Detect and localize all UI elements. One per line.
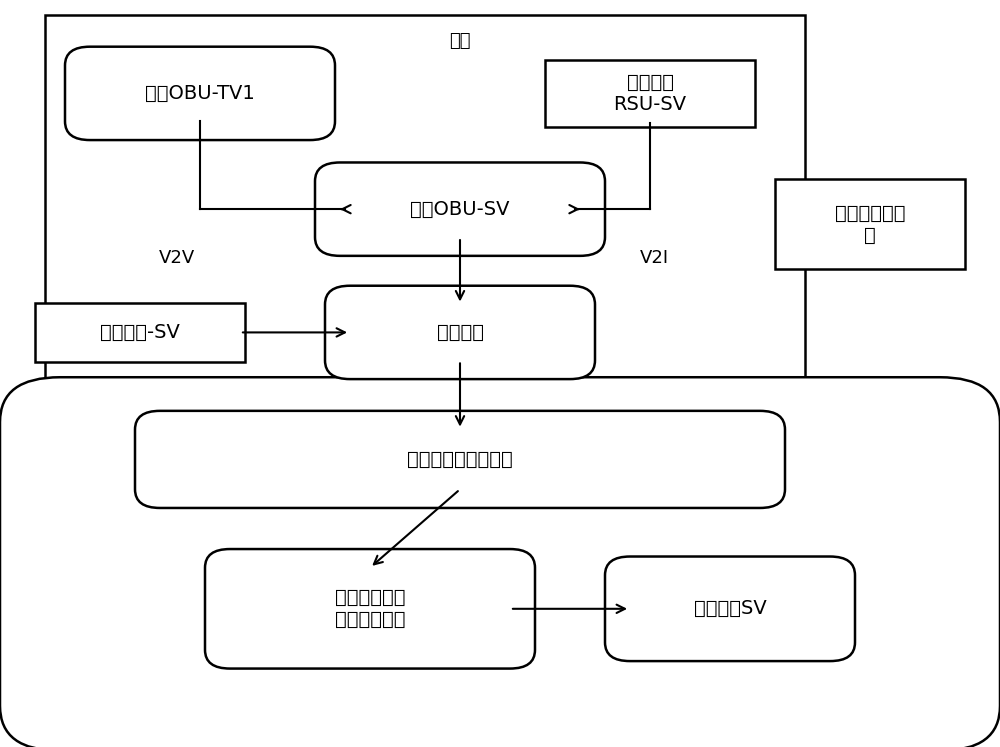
Text: V2I: V2I <box>640 249 669 267</box>
Text: 车端OBU-SV: 车端OBU-SV <box>410 199 510 219</box>
FancyBboxPatch shape <box>0 377 1000 747</box>
Text: 决策控制SV: 决策控制SV <box>694 599 766 619</box>
FancyBboxPatch shape <box>205 549 535 669</box>
Text: 或是: 或是 <box>449 32 471 50</box>
Text: 辅助驾驶系统
控制决策算法: 辅助驾驶系统 控制决策算法 <box>335 589 405 629</box>
FancyBboxPatch shape <box>135 411 785 508</box>
Text: V2V: V2V <box>159 249 195 267</box>
Text: 车载感知-SV: 车载感知-SV <box>100 323 180 342</box>
Bar <box>45 15 805 388</box>
FancyBboxPatch shape <box>545 60 755 127</box>
FancyBboxPatch shape <box>65 46 335 140</box>
Text: 车端OBU-TV1: 车端OBU-TV1 <box>145 84 255 103</box>
FancyBboxPatch shape <box>605 557 855 661</box>
Text: 环境感知及融
合: 环境感知及融 合 <box>835 204 905 244</box>
FancyBboxPatch shape <box>775 179 965 269</box>
FancyBboxPatch shape <box>315 163 605 255</box>
FancyBboxPatch shape <box>35 303 245 362</box>
Text: 感知融合: 感知融合 <box>436 323 484 342</box>
FancyBboxPatch shape <box>325 285 595 379</box>
Text: 行为判断和运动计算: 行为判断和运动计算 <box>407 450 513 469</box>
Text: 巷道路侧
RSU-SV: 巷道路侧 RSU-SV <box>613 73 687 114</box>
